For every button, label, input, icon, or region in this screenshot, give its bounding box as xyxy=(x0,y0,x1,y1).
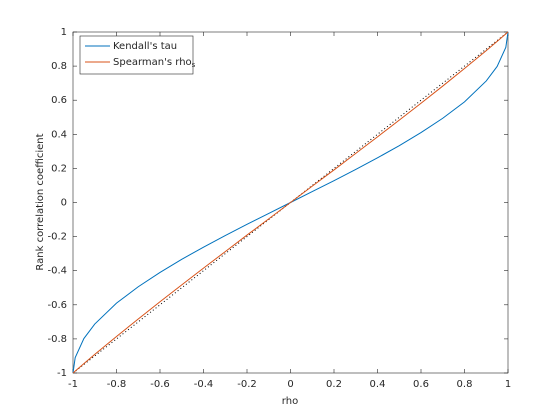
x-tick-label: 0.4 xyxy=(370,379,386,390)
y-tick-label: 0 xyxy=(61,198,67,209)
y-tick-label: 0.4 xyxy=(51,129,67,140)
x-tick-label: 0 xyxy=(287,379,293,390)
y-axis-label: Rank correlation coefficient xyxy=(35,133,46,270)
x-tick-label: 0.2 xyxy=(326,379,342,390)
x-tick-label: -0.4 xyxy=(194,379,214,390)
y-tick-label: 0.6 xyxy=(51,95,67,106)
x-tick-label: 0.8 xyxy=(457,379,473,390)
legend-name: Kendall's tau xyxy=(113,41,177,52)
y-tick-label: -0.4 xyxy=(47,266,67,277)
x-tick-label: -0.2 xyxy=(237,379,257,390)
legend-subscript: s xyxy=(192,61,196,69)
x-tick-label: 1 xyxy=(505,379,511,390)
y-tick-label: -0.6 xyxy=(47,300,67,311)
y-tick-label: -0.8 xyxy=(47,334,67,345)
y-tick-label: 0.2 xyxy=(51,163,67,174)
legend-label: Spearman's rhos xyxy=(113,57,196,69)
y-tick-label: 0.8 xyxy=(51,61,67,72)
x-tick-label: -1 xyxy=(68,379,78,390)
legend-label: Kendall's tau xyxy=(113,41,177,52)
legend-name: Spearman's rho xyxy=(113,57,192,68)
x-tick-label: -0.6 xyxy=(150,379,170,390)
y-tick-label: 1 xyxy=(61,27,67,38)
series-line xyxy=(72,31,509,374)
legend-box xyxy=(79,35,194,75)
x-tick-label: 0.6 xyxy=(413,379,429,390)
x-axis-label: rho xyxy=(282,396,298,407)
y-tick-label: -1 xyxy=(57,368,67,379)
x-tick-label: -0.8 xyxy=(107,379,127,390)
y-tick-label: -0.2 xyxy=(47,232,67,243)
